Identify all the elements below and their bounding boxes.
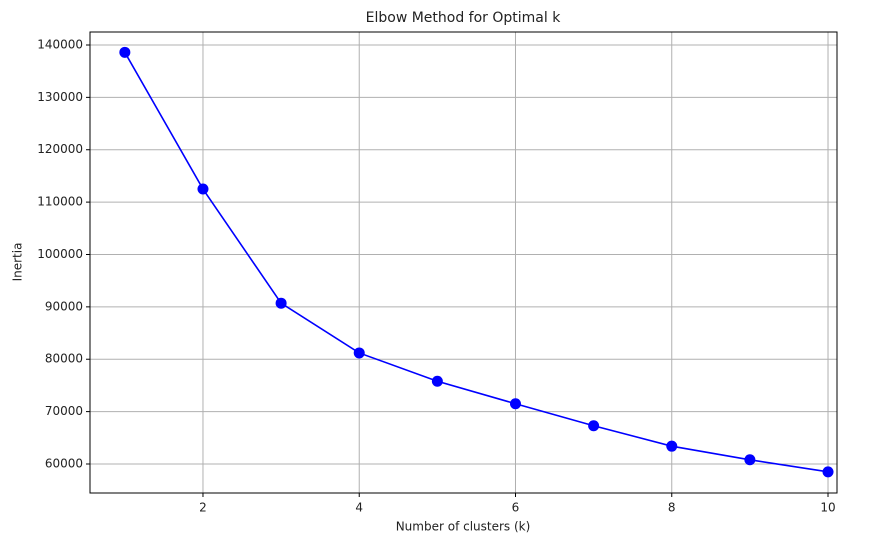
series-line <box>124 51 829 473</box>
y-tick-label: 110000 <box>37 195 83 209</box>
y-tick-label: 100000 <box>37 247 83 261</box>
y-tick-label: 90000 <box>45 299 83 313</box>
y-tick-label: 80000 <box>45 352 83 366</box>
y-tick-label: 120000 <box>37 142 83 156</box>
x-tick-label: 4 <box>355 501 363 515</box>
y-tick-label: 140000 <box>37 37 83 51</box>
y-tick-label: 60000 <box>45 456 83 470</box>
data-point <box>666 440 678 452</box>
y-axis-label: Inertia <box>11 243 25 282</box>
x-tick-label: 6 <box>512 501 520 515</box>
data-point <box>197 183 209 195</box>
data-point <box>431 375 443 387</box>
x-tick-label: 8 <box>668 501 676 515</box>
x-tick-label: 10 <box>820 501 835 515</box>
x-tick-label: 2 <box>199 501 207 515</box>
data-point <box>744 454 756 466</box>
x-axis-label: Number of clusters (k) <box>396 520 531 534</box>
plot-frame <box>89 31 838 494</box>
data-point <box>588 420 600 432</box>
y-tick-label: 70000 <box>45 404 83 418</box>
chart-title: Elbow Method for Optimal k <box>366 10 562 26</box>
data-point <box>119 46 131 58</box>
data-point <box>822 466 834 478</box>
data-point <box>275 297 287 309</box>
data-point <box>353 347 365 359</box>
data-point <box>509 398 521 410</box>
y-tick-label: 130000 <box>37 90 83 104</box>
